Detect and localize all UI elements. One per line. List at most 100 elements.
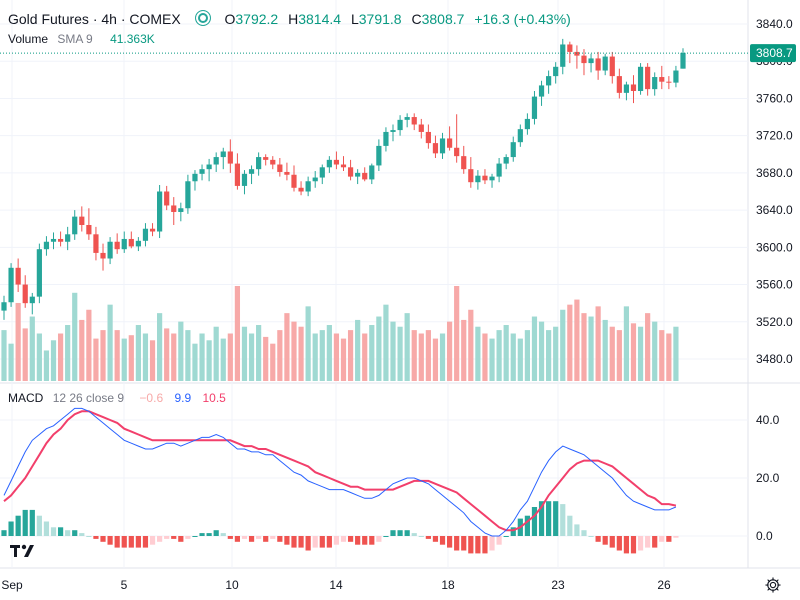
candle-body: [652, 77, 658, 90]
tradingview-logo-icon[interactable]: [10, 542, 36, 563]
candle-body: [355, 172, 361, 177]
macd-histogram-bar: [616, 536, 622, 551]
market-status-icon[interactable]: [194, 10, 211, 26]
macd-histogram-bar: [107, 536, 113, 545]
macd-histogram-bar: [157, 536, 163, 542]
macd-histogram-bar: [171, 536, 177, 539]
candle-body: [609, 56, 615, 77]
candle-body: [135, 240, 141, 247]
volume-bar: [8, 343, 14, 381]
volume-bar: [588, 316, 594, 381]
volume-value: 41.363K: [110, 32, 155, 46]
volume-bar: [72, 292, 78, 381]
price-tick-label: 3480.0: [756, 352, 793, 366]
volume-bar: [376, 316, 382, 381]
gear-icon[interactable]: [764, 576, 782, 594]
volume-bar: [439, 333, 446, 381]
volume-bar: [390, 321, 396, 381]
volume-bar: [227, 333, 233, 381]
macd-histogram-bar: [531, 507, 538, 536]
volume-bar: [1, 330, 7, 381]
macd-histogram-bar: [256, 536, 262, 539]
macd-tick-label: 0.0: [756, 529, 773, 543]
volume-bar: [355, 319, 361, 381]
macd-histogram-bar: [546, 501, 552, 536]
macd-histogram-bar: [454, 536, 460, 551]
price-tick-label: 3720.0: [756, 129, 793, 143]
high-value: 3814.4: [298, 11, 342, 27]
candle-body: [531, 96, 538, 119]
close-value: 3808.7: [421, 11, 465, 27]
volume-bar: [57, 333, 64, 381]
candle-body: [149, 228, 156, 232]
candle-body: [588, 58, 594, 64]
candle-body: [524, 118, 530, 130]
macd-histogram-bar: [553, 501, 559, 536]
candle-body: [397, 119, 403, 131]
macd-histogram-bar: [510, 527, 516, 536]
macd-legend[interactable]: MACD 12 26 close 9 −0.6 9.9 10.5: [8, 391, 226, 405]
volume-bar: [65, 325, 71, 381]
volume-bar: [489, 338, 495, 381]
macd-histogram-bar: [560, 504, 566, 536]
volume-bar: [524, 330, 530, 381]
candle-body: [234, 163, 241, 186]
symbol-legend: Gold Futures · 4h · COMEX O3792.2 H3814.…: [8, 8, 571, 27]
macd-histogram-bar: [489, 536, 495, 551]
symbol-title[interactable]: Gold Futures · 4h · COMEX: [8, 11, 181, 27]
candle-body: [220, 151, 226, 158]
macd-histogram-bar: [468, 536, 474, 554]
low-label: L: [350, 11, 359, 27]
volume-bar: [581, 313, 587, 381]
macd-histogram-bar: [581, 530, 587, 536]
macd-histogram-bar: [630, 536, 637, 554]
last-price-label: 3808.7: [756, 46, 793, 60]
volume-bar: [468, 309, 474, 381]
candle-body: [291, 174, 297, 188]
macd-histogram-bar: [185, 536, 191, 539]
candle-body: [305, 181, 311, 192]
macd-line: [3, 407, 677, 537]
candle-body: [581, 55, 587, 64]
macd-histogram-bar: [637, 536, 644, 551]
candle-body: [15, 267, 21, 285]
candle-body: [312, 177, 318, 182]
macd-histogram-bar: [50, 527, 57, 536]
macd-histogram-bar: [503, 536, 509, 537]
volume-bar: [616, 330, 622, 381]
candle-body: [510, 142, 516, 158]
price-tick-label: 3520.0: [756, 315, 793, 329]
time-tick-label: 5: [121, 578, 128, 592]
volume-bar: [291, 321, 297, 381]
candle-body: [50, 238, 57, 242]
macd-histogram-bar: [284, 536, 290, 545]
candle-body: [347, 167, 354, 177]
low-value: 3791.8: [358, 11, 402, 27]
volume-bar: [454, 286, 460, 381]
macd-histogram-bar: [142, 536, 149, 548]
volume-bar: [312, 333, 318, 381]
volume-bar: [560, 309, 566, 381]
macd-histogram-bar: [114, 536, 120, 548]
volume-bar: [503, 325, 509, 381]
volume-bar: [220, 338, 226, 381]
macd-histogram-bar: [15, 515, 21, 536]
macd-histogram-bar: [602, 536, 608, 545]
volume-bar: [623, 306, 630, 381]
volume-bar: [461, 319, 467, 381]
volume-legend[interactable]: Volume SMA 9 41.363K: [8, 32, 155, 46]
candle-body: [680, 52, 686, 69]
candle-body: [666, 81, 672, 83]
candle-body: [659, 77, 665, 82]
macd-histogram-bar: [496, 536, 502, 545]
volume-bar: [319, 330, 325, 381]
volume-bar: [248, 333, 255, 381]
candle-body: [503, 157, 509, 164]
macd-histogram-bar: [135, 536, 141, 548]
macd-histogram-bar: [397, 530, 403, 536]
macd-histogram-bar: [404, 530, 410, 536]
candle-body: [241, 173, 248, 186]
macd-histogram-bar: [100, 536, 106, 542]
macd-histogram-bar: [588, 536, 594, 537]
